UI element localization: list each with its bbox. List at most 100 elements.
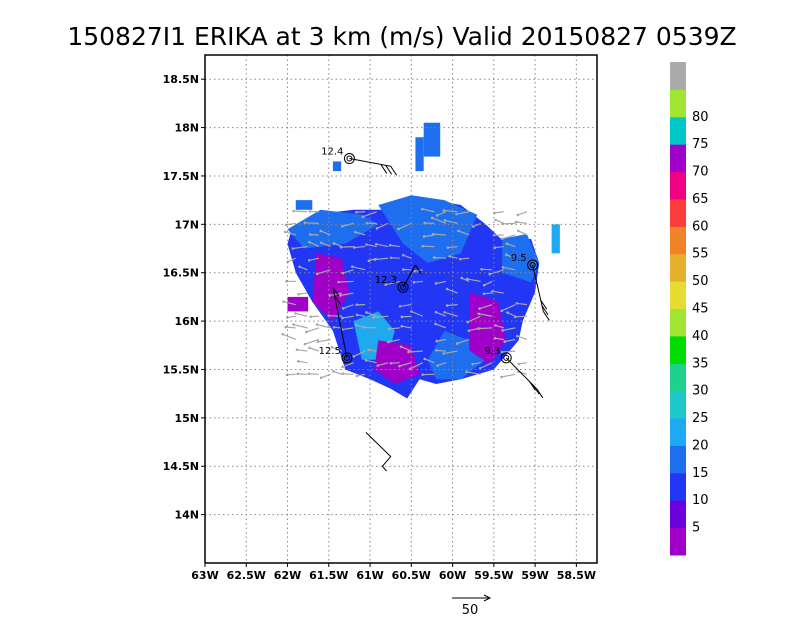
wind-vector-head: [291, 247, 295, 250]
station-speed-label: 12.5: [319, 346, 341, 357]
wind-vector-head: [307, 372, 311, 376]
x-tick-label: 61W: [356, 569, 383, 582]
wind-vector: [285, 326, 296, 329]
wind-vector: [516, 221, 527, 224]
wind-vector-head: [351, 265, 354, 268]
wind-vector: [481, 268, 493, 271]
wind-vector: [492, 290, 504, 294]
reference-arrow-head: [483, 594, 492, 602]
wind-vector-head: [500, 375, 503, 379]
wind-barb-center: [402, 264, 416, 288]
wind-vector: [340, 292, 354, 297]
wind-vector: [461, 277, 470, 282]
wind-vector-head: [407, 350, 410, 354]
wind-vector-head: [284, 325, 288, 329]
observation-station: 12.4: [321, 147, 355, 165]
wind-vector: [342, 373, 354, 375]
wind-vector-head: [309, 315, 313, 318]
wind-vector-head: [305, 330, 308, 334]
wind-vector-head: [434, 282, 438, 285]
wind-vector-head: [319, 229, 323, 233]
wind-vector-head: [435, 214, 439, 217]
wind-vectors: [281, 207, 528, 380]
wind-vector: [373, 315, 389, 319]
wind-vector: [507, 311, 516, 317]
wind-vector: [377, 362, 389, 367]
wind-vector: [502, 234, 516, 240]
wind-vector: [365, 359, 377, 364]
wind-vector-head: [443, 310, 446, 314]
wind-vector-head: [421, 207, 424, 211]
wind-vector-head: [341, 271, 345, 275]
station-speed-label: 9.5: [511, 253, 527, 264]
wind-vector-head: [281, 332, 284, 336]
wind-vector-head: [338, 294, 342, 297]
wind-vector-head: [367, 259, 371, 263]
wind-vector: [515, 315, 527, 318]
wind-vector-head: [482, 283, 486, 287]
wind-barb-south: [365, 432, 392, 472]
wind-barb-southeast-flag: [536, 388, 544, 399]
wind-vector-head: [295, 348, 299, 352]
observation-stations: 12.4 12.3 9.5 12.5 9.3: [319, 147, 539, 364]
wind-vector-head: [434, 322, 437, 326]
wind-vector: [447, 245, 458, 249]
wind-vector-head: [516, 213, 520, 217]
wind-vector: [467, 315, 481, 323]
wind-vector: [411, 310, 424, 317]
wind-vector: [444, 311, 458, 317]
wind-vector: [399, 304, 412, 307]
wind-vector: [433, 233, 447, 236]
wind-vector-head: [423, 357, 426, 361]
wind-vector-head: [430, 216, 434, 220]
wind-vector: [467, 278, 481, 283]
wind-vector: [388, 338, 400, 343]
colorbar-level-label: 45: [692, 302, 709, 317]
map-frame: [204, 54, 598, 564]
wind-vector: [401, 325, 412, 329]
wind-vector-head: [412, 280, 416, 284]
wind-vector: [478, 313, 493, 317]
wind-vector: [435, 280, 447, 285]
wind-vector-head: [319, 376, 323, 380]
wind-vector-head: [352, 355, 355, 358]
wind-vector: [354, 231, 366, 236]
wind-vector: [437, 362, 447, 367]
colorbar-level-label: 25: [692, 411, 709, 426]
wind-vector: [502, 350, 516, 353]
wind-vector: [434, 256, 447, 259]
wind-vector-head: [388, 243, 392, 247]
colorbar-level-label: 75: [692, 137, 709, 152]
observation-station: 9.5: [511, 253, 539, 271]
wind-vector: [489, 269, 504, 275]
wind-vector: [446, 288, 458, 294]
wind-vector-head: [471, 362, 474, 366]
wind-vector: [390, 244, 400, 248]
wind-vector-head: [506, 311, 509, 314]
wind-vector-head: [387, 340, 390, 344]
wind-vector: [299, 266, 308, 271]
wind-vector-head: [445, 287, 449, 291]
wind-vector-head: [332, 325, 336, 329]
wind-vector: [479, 362, 493, 369]
y-tick-label: 17N: [174, 218, 199, 231]
wind-vector: [374, 257, 389, 261]
wind-vector-head: [457, 229, 460, 233]
wind-vector: [390, 362, 400, 364]
station-speed-label: 9.3: [484, 346, 500, 357]
wind-vector-head: [477, 312, 481, 316]
wind-vector-head: [458, 257, 462, 261]
wind-vector: [398, 222, 412, 230]
wind-vector-head: [308, 233, 312, 236]
wind-vector: [298, 360, 308, 364]
colorbar-level-label: 5: [692, 521, 700, 536]
wind-vector-head: [337, 280, 340, 284]
wind-vector-head: [431, 232, 435, 236]
colorbar-swatch: [670, 308, 686, 337]
wind-vector-head: [505, 253, 508, 257]
wind-vector-head: [315, 272, 319, 276]
wind-vector: [333, 370, 343, 375]
wind-vector: [502, 266, 516, 271]
wind-vector: [356, 211, 366, 213]
